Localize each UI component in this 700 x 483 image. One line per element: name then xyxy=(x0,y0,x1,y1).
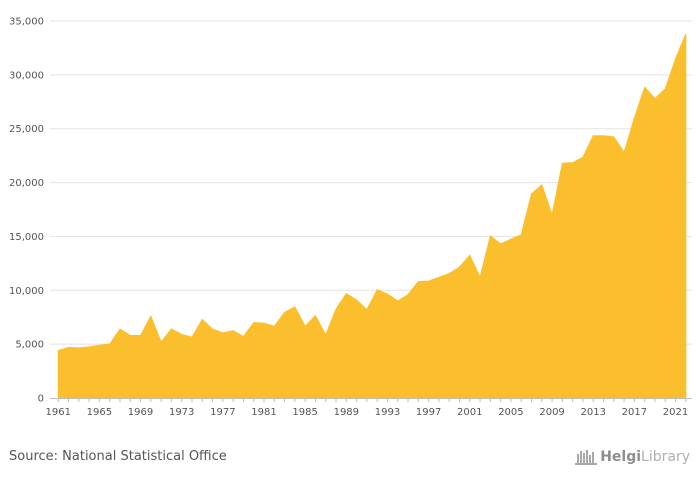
y-tick-label: 5,000 xyxy=(15,340,44,351)
y-tick-label: 25,000 xyxy=(9,124,44,135)
logo-text-light: Library xyxy=(641,449,690,465)
x-tick-label: 1973 xyxy=(169,407,194,418)
x-tick-label: 1985 xyxy=(292,407,317,418)
area-series xyxy=(57,33,687,399)
x-tick-label: 2001 xyxy=(457,407,482,418)
y-tick-label: 0 xyxy=(38,394,44,405)
x-tick-label: 2005 xyxy=(498,407,523,418)
y-axis-ticks: 0 5,000 10,000 15,000 20,000 25,000 30,000 35,0… xyxy=(9,17,44,405)
x-tick-label: 1993 xyxy=(375,407,400,418)
y-tick-label: 20,000 xyxy=(9,178,44,189)
y-tick-label: 10,000 xyxy=(9,286,44,297)
y-tick-label: 30,000 xyxy=(9,70,44,81)
x-tick-label: 2009 xyxy=(539,407,564,418)
source-note: Source: National Statistical Office xyxy=(9,449,227,464)
x-tick-label: 1965 xyxy=(87,407,112,418)
x-tick-label: 1989 xyxy=(334,407,359,418)
gridlines xyxy=(50,20,692,345)
library-icon xyxy=(575,450,598,465)
x-axis: 1961 1965 1969 1973 1977 1981 1985 1989 1993 1997… xyxy=(46,398,692,418)
logo-text-bold: Helgi xyxy=(600,449,642,465)
x-tick-label: 1969 xyxy=(128,407,153,418)
area-chart: 0 5,000 10,000 15,000 20,000 25,000 30,000 35,0… xyxy=(9,17,692,418)
x-tick-label: 2021 xyxy=(663,407,688,418)
y-tick-label: 35,000 xyxy=(9,17,44,28)
x-tick-label: 1977 xyxy=(210,407,235,418)
x-tick-label: 1997 xyxy=(416,407,441,418)
x-tick-label: 1981 xyxy=(251,407,276,418)
x-tick-label: 1961 xyxy=(46,407,71,418)
x-tick-label: 2017 xyxy=(622,407,647,418)
helgi-library-logo: Helgi Library xyxy=(575,448,690,466)
x-tick-label: 2013 xyxy=(581,407,606,418)
y-tick-label: 15,000 xyxy=(9,232,44,243)
